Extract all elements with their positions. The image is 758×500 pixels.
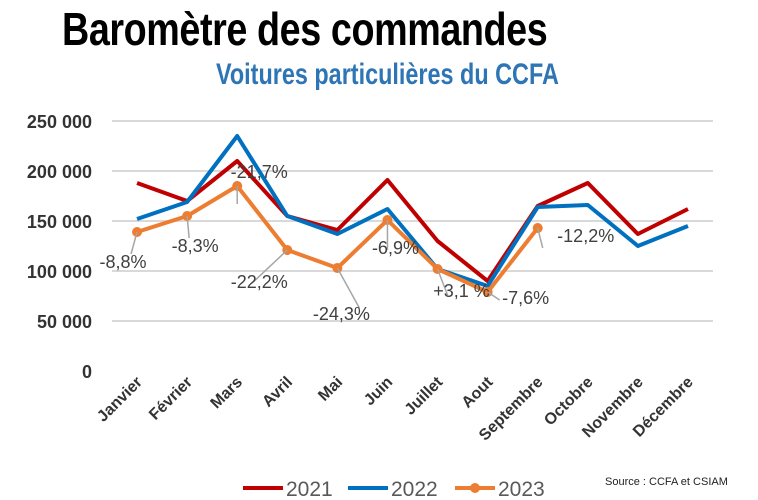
annotation-leader [536, 227, 544, 249]
x-tick-label: Février [146, 374, 196, 424]
legend-label: 2023 [498, 478, 545, 500]
x-tick-label: Juillet [402, 373, 447, 418]
series-line-2021 [136, 159, 689, 283]
annotation-label: -22,2% [231, 272, 288, 292]
chart-subtitle: Voitures particulières du CCFA [216, 58, 559, 91]
annotation-label: -24,3% [313, 304, 370, 324]
annotation-leader [487, 291, 501, 301]
y-tick-label: 200 000 [27, 162, 92, 182]
annotation-label: -8,8% [100, 252, 147, 272]
y-tick-label: 150 000 [27, 212, 92, 232]
annotation-leader [336, 267, 361, 309]
legend-label: 2021 [286, 478, 333, 500]
annotation-label: +3,1 % [433, 281, 490, 301]
annotation-label: -6,9% [372, 238, 419, 258]
annotation-label: -12,2% [557, 226, 614, 246]
annotation-label: -8,3% [172, 236, 219, 256]
annotation-label: -21,7% [231, 162, 288, 182]
x-tick-label: Juin [361, 374, 396, 409]
chart-title: Baromètre des commandes [62, 3, 548, 55]
x-tick-label: Janvier [94, 374, 146, 426]
x-tick-label: Aout [459, 373, 497, 411]
annotation-leader [186, 215, 190, 239]
series-line-2022 [136, 134, 689, 288]
annotation-leader [130, 231, 138, 255]
y-tick-label: 250 000 [27, 112, 92, 132]
y-tick-label: 50 000 [37, 312, 92, 332]
source-note: Source : CCFA et CSIAM [605, 476, 728, 488]
x-tick-label: Mai [315, 374, 346, 405]
legend-marker [470, 483, 480, 493]
legend-label: 2022 [391, 478, 438, 500]
y-tick-label: 0 [82, 362, 92, 382]
x-tick-label: Avril [259, 374, 296, 411]
y-tick-label: 100 000 [27, 262, 92, 282]
annotation-leader [252, 249, 288, 283]
annotation-leader [436, 268, 449, 296]
x-tick-label: Mars [208, 374, 247, 413]
annotation-label: -7,6% [502, 288, 549, 308]
